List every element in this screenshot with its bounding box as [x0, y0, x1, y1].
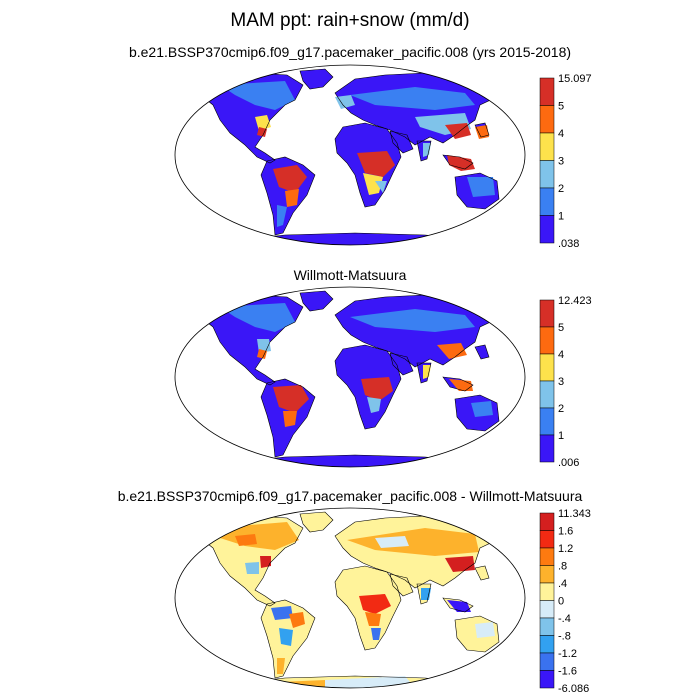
colorbar-label: -6.086 — [558, 683, 589, 695]
map-panel-model — [174, 64, 526, 246]
colorbar-label: 1.6 — [558, 526, 573, 538]
colorbar-label: .4 — [558, 578, 567, 590]
colorbar-box — [539, 617, 555, 636]
colorbar-label: -1.6 — [558, 666, 577, 678]
colorbar-model: 15.097 5 4 3 2 1 .038 — [539, 73, 592, 250]
colorbar-box — [539, 77, 555, 106]
colorbar-box — [539, 407, 555, 436]
colorbar-box — [539, 160, 555, 189]
colorbar-box — [539, 565, 555, 584]
colorbar-label: 5 — [558, 101, 564, 113]
colorbar-label: -1.2 — [558, 648, 577, 660]
colorbar-box — [539, 635, 555, 654]
colorbar-obs: 12.423 5 4 3 2 1 .006 — [539, 295, 592, 469]
map-panel-obs — [174, 286, 526, 468]
colorbar-label: 3 — [558, 376, 564, 388]
figure-title: MAM ppt: rain+snow (mm/d) — [230, 10, 470, 31]
colorbar-box — [539, 434, 555, 463]
colorbar-box — [539, 380, 555, 409]
colorbar-label: 2 — [558, 403, 564, 415]
colorbar-box — [539, 512, 555, 531]
colorbar-box — [539, 299, 555, 328]
map-border — [174, 286, 526, 468]
panel-title-obs: Willmott-Matsuura — [293, 267, 407, 283]
colorbar-box — [539, 132, 555, 161]
colorbar-box — [539, 215, 555, 244]
panel-title-diff: b.e21.BSSP370cmip6.f09_g17.pacemaker_pac… — [117, 488, 583, 504]
colorbar-label: 2 — [558, 183, 564, 195]
colorbar-box — [539, 353, 555, 382]
map-border — [174, 507, 526, 689]
colorbar-label: 0 — [558, 596, 564, 608]
colorbar-box — [539, 187, 555, 216]
colorbar-diff: 11.343 1.6 1.2 .8 .4 0 -.4 -.8 -1.2 -1.6 -6.086 — [539, 508, 591, 695]
colorbar-label: -.8 — [558, 631, 571, 643]
colorbar-label: 3 — [558, 156, 564, 168]
colorbar-label: 15.097 — [558, 73, 592, 85]
colorbar-label: 1 — [558, 211, 564, 223]
colorbar-label: 12.423 — [558, 295, 592, 307]
colorbar-label: 4 — [558, 128, 564, 140]
panel-title-model: b.e21.BSSP370cmip6.f09_g17.pacemaker_pac… — [128, 44, 572, 60]
colorbar-box — [539, 582, 555, 601]
colorbar-label: .006 — [558, 457, 579, 469]
colorbar-box — [539, 670, 555, 689]
colorbar-label: 1.2 — [558, 543, 573, 555]
colorbar-label: -.4 — [558, 613, 571, 625]
map-border — [174, 64, 526, 246]
precip-patches-obs — [220, 303, 493, 427]
colorbar-label: 11.343 — [558, 508, 591, 520]
colorbar-label: 4 — [558, 349, 564, 361]
map-panel-diff — [174, 507, 526, 689]
colorbar-box — [539, 326, 555, 355]
colorbar-label: 1 — [558, 430, 564, 442]
colorbar-box — [539, 530, 555, 549]
colorbar-box — [539, 105, 555, 134]
colorbar-label: 5 — [558, 322, 564, 334]
colorbar-label: .038 — [558, 238, 579, 250]
colorbar-box — [539, 652, 555, 671]
colorbar-box — [539, 600, 555, 619]
colorbar-label: .8 — [558, 561, 567, 573]
colorbar-box — [539, 547, 555, 566]
